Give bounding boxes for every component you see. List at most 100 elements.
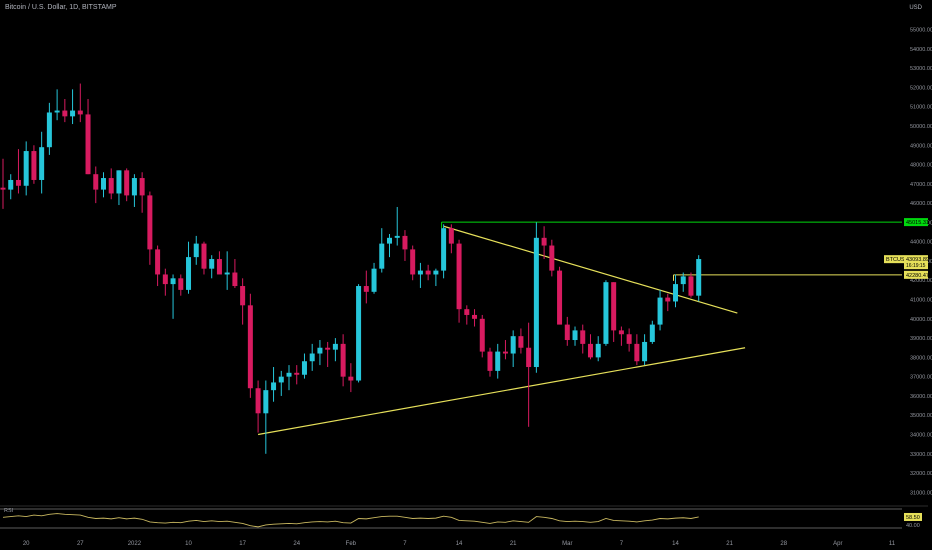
candle-body [162, 274, 168, 285]
candle-body [23, 151, 29, 186]
candle-body [255, 388, 261, 414]
x-tick-label: 17 [239, 541, 246, 547]
y-tick-label: 33000.00 [910, 452, 932, 458]
candle-body [495, 351, 501, 371]
candle-body [108, 178, 114, 194]
candle-body [618, 330, 624, 335]
y-tick-label: 39000.00 [910, 336, 932, 342]
currency-label: USD [909, 5, 922, 11]
x-tick-label: 14 [672, 541, 679, 547]
countdown-text: 16:19:15 [906, 263, 926, 269]
x-tick-label: Feb [346, 541, 357, 547]
y-tick-label: 51000.00 [910, 105, 932, 111]
candle-body [673, 284, 679, 302]
candle-body [518, 336, 524, 348]
candle-body [201, 243, 207, 269]
candle-body [70, 110, 76, 117]
y-tick-label: 31000.00 [910, 490, 932, 496]
current-level-text: 42280.47 [906, 273, 929, 279]
trendline [443, 225, 738, 314]
candle-body [131, 178, 137, 196]
x-tick-label: 10 [185, 541, 192, 547]
candle-body [54, 110, 60, 113]
candle-body [433, 270, 439, 275]
symbol-badge [884, 255, 904, 264]
candle-body [611, 282, 617, 331]
candle-body [402, 235, 408, 250]
candle-body [100, 178, 106, 190]
x-tick-label: 28 [780, 541, 787, 547]
candle-body [657, 297, 663, 325]
rsi-axis-label: 40.00 [906, 523, 920, 529]
time-axis[interactable]: 20272022101724Feb71421Mar7142128Apr11182… [23, 541, 932, 547]
candle-body [325, 347, 331, 350]
y-tick-label: 44000.00 [910, 240, 932, 246]
candle-body [448, 228, 454, 244]
y-tick-label: 52000.00 [910, 85, 932, 91]
trendline [257, 347, 746, 436]
candle-body [193, 243, 199, 258]
candle-body [533, 237, 539, 368]
candle-body [580, 330, 586, 344]
candle-body [425, 270, 431, 275]
candle-body [216, 259, 222, 275]
y-tick-label: 49000.00 [910, 143, 932, 149]
x-tick-label: 27 [77, 541, 84, 547]
candle-body [410, 249, 416, 275]
candle-body [0, 187, 6, 190]
candle-body [642, 341, 648, 362]
y-tick-label: 32000.00 [910, 471, 932, 477]
candle-body [15, 179, 21, 186]
y-tick-label: 35000.00 [910, 413, 932, 419]
candle-body [363, 286, 369, 292]
candle-body [487, 351, 493, 371]
candle-body [394, 235, 400, 238]
candle-body [309, 353, 315, 362]
price-axis[interactable]: 31000.00 32000.00 33000.00 34000.00 35000.00… [910, 28, 932, 497]
symbol-title: Bitcoin / U.S. Dollar, 1D, BITSTAMP [5, 4, 117, 11]
candle-body [294, 372, 300, 375]
candle-body [680, 276, 686, 285]
candle-body [356, 286, 362, 381]
candle-body [387, 237, 392, 244]
candle-body [31, 151, 37, 180]
candle-body [271, 382, 277, 391]
candle-body [371, 268, 377, 292]
y-tick-label: 38000.00 [910, 355, 932, 361]
candle-body [472, 314, 478, 319]
y-tick-label: 34000.00 [910, 433, 932, 439]
x-tick-label: 2022 [128, 541, 142, 547]
candle-body [178, 278, 184, 290]
x-tick-label: 7 [620, 541, 624, 547]
candle-body [186, 257, 192, 290]
rsi-title: RSI [4, 508, 14, 514]
candle-body [170, 278, 176, 285]
candle-body [224, 272, 230, 275]
candle-body [62, 110, 68, 117]
candle-body [332, 343, 338, 350]
candle-body [39, 147, 45, 180]
trendlines [257, 225, 746, 436]
candle-body [441, 228, 447, 271]
candle-body [139, 178, 145, 196]
candle-body [340, 343, 346, 377]
last-price-text: 43093.89 [906, 257, 929, 263]
candle-body [464, 309, 470, 315]
x-tick-label: 24 [293, 541, 300, 547]
candle-body [688, 276, 694, 296]
candle-body [8, 179, 14, 190]
candle-body [209, 259, 215, 269]
y-tick-label: 50000.00 [910, 124, 932, 130]
resistance-price-badge [904, 218, 928, 227]
candle-body [549, 245, 555, 271]
candle-body [696, 259, 702, 296]
y-tick-label: 36000.00 [910, 394, 932, 400]
x-tick-label: 7 [403, 541, 407, 547]
candle-body [240, 286, 246, 306]
rsi-value-text: 58.50 [906, 515, 920, 521]
candle-body [665, 297, 671, 302]
y-tick-label: 48000.00 [910, 163, 932, 169]
rsi-value-badge [904, 512, 922, 521]
y-tick-label: 37000.00 [910, 375, 932, 381]
